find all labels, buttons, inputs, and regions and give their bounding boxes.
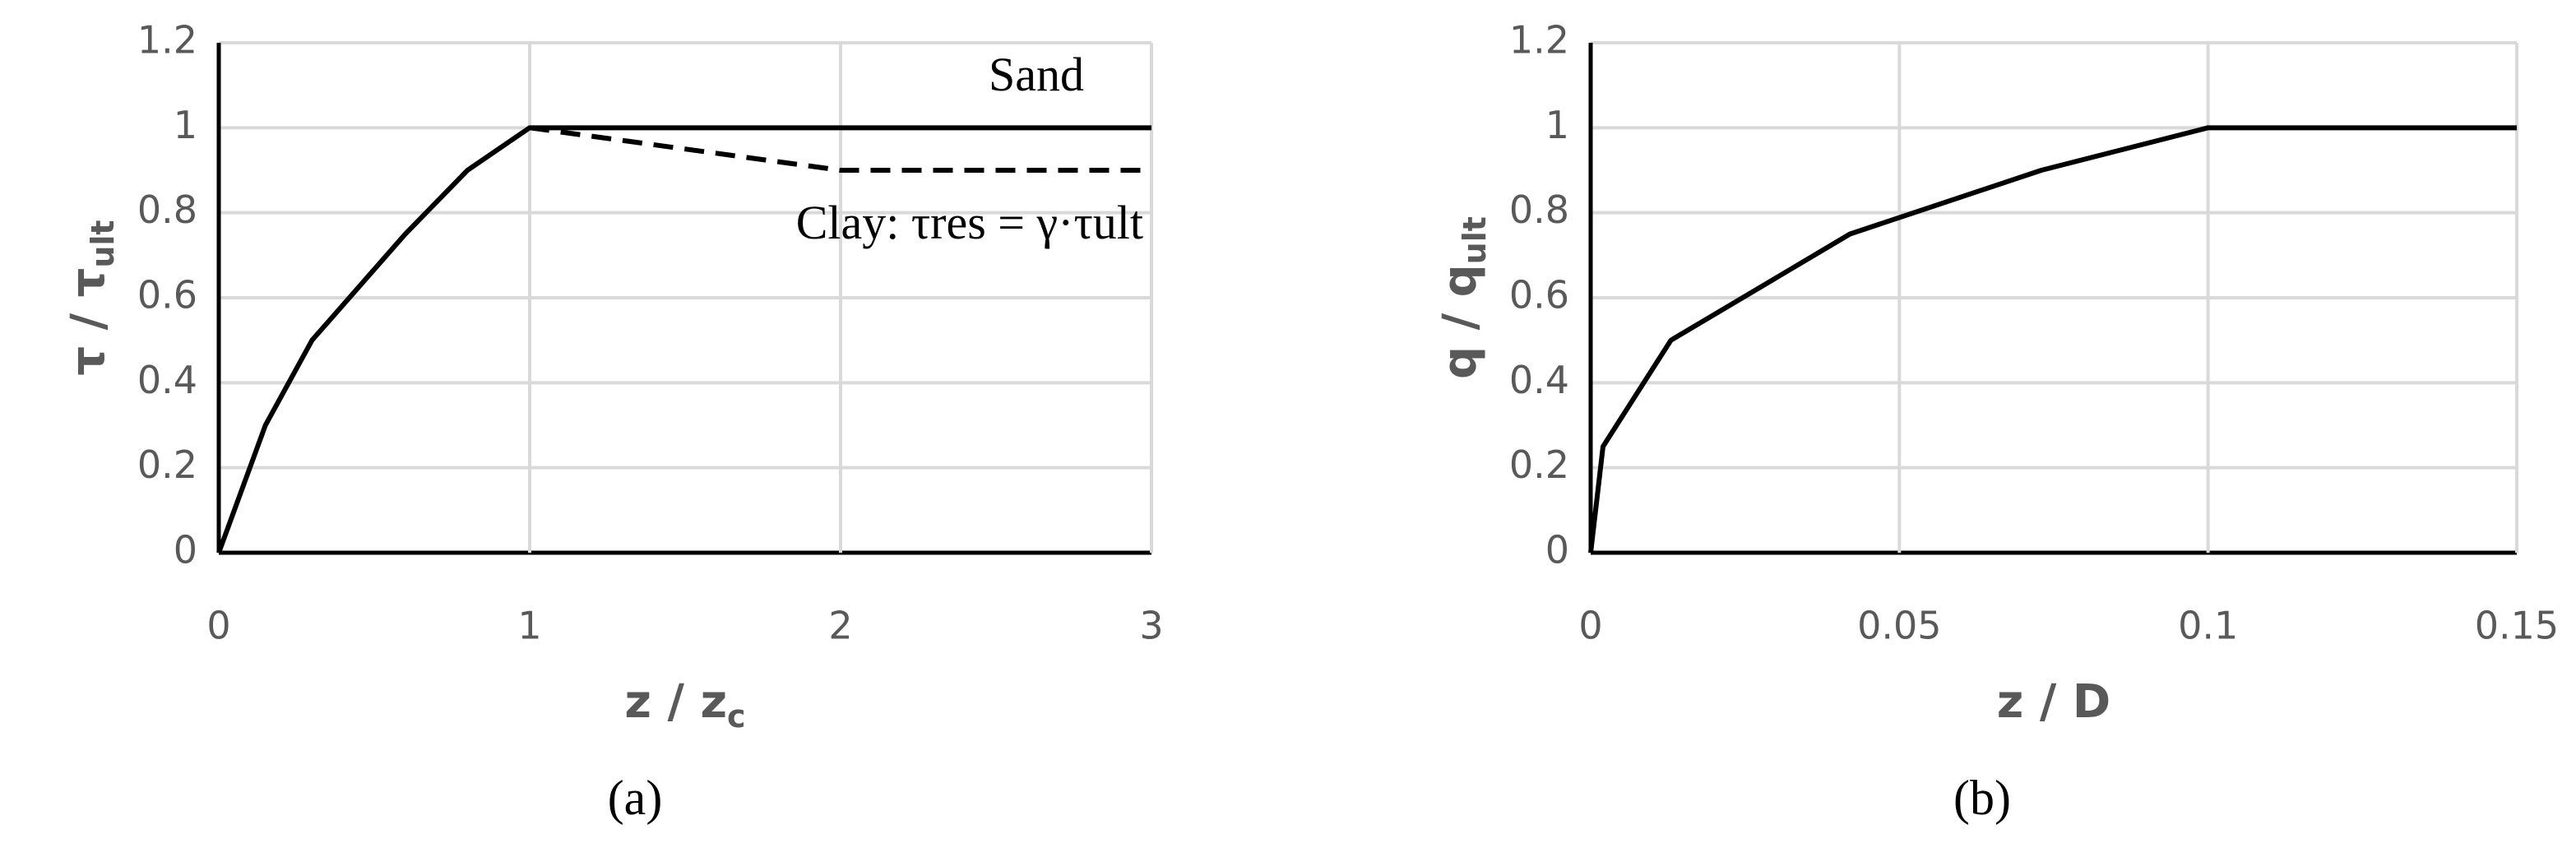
y-axis-label-sub: ult <box>1457 216 1493 264</box>
y-tick-label: 1 <box>174 103 197 147</box>
x-tick-label: 0.1 <box>2178 604 2238 648</box>
panel-label: (b) <box>1953 771 2011 825</box>
series-label: Clay: τres = γ·τult <box>796 196 1143 249</box>
panel-label: (a) <box>608 771 663 825</box>
x-tick-label: 0.05 <box>1857 604 1941 648</box>
x-tick-label: 3 <box>1139 604 1163 648</box>
x-tick-label: 1 <box>517 604 541 648</box>
y-tick-label: 1.2 <box>1509 18 1569 63</box>
y-tick-label: 0.6 <box>137 273 197 317</box>
y-axis-label-text: τ / τ <box>62 268 115 376</box>
y-tick-label: 1.2 <box>137 18 197 63</box>
x-axis-label: z / zc <box>624 675 745 734</box>
y-tick-label: 0.4 <box>137 358 197 402</box>
y-tick-label: 0 <box>1545 528 1569 572</box>
series-label: Sand <box>989 48 1084 101</box>
y-tick-label: 0.2 <box>137 443 197 487</box>
y-tick-label: 0.6 <box>1509 273 1569 317</box>
x-axis-label-text: z / z <box>624 675 727 729</box>
y-tick-label: 0.8 <box>137 188 197 232</box>
x-tick-label: 0 <box>1578 604 1602 648</box>
data-line <box>1588 125 2517 554</box>
y-axis-label: τ / τult <box>62 220 121 375</box>
y-tick-label: 0.8 <box>1509 188 1569 232</box>
y-axis-label: q / qult <box>1434 216 1493 379</box>
y-tick-label: 0.4 <box>1509 358 1569 402</box>
x-axis-label-sub: c <box>727 698 746 734</box>
y-axis-label-text: q / q <box>1434 264 1487 379</box>
data-line <box>529 125 1151 173</box>
data-line <box>216 125 1151 554</box>
x-tick-label: 2 <box>828 604 852 648</box>
x-axis-label-text: z / D <box>1997 675 2111 729</box>
x-tick-label: 0.15 <box>2475 604 2559 648</box>
y-tick-label: 0 <box>174 528 197 572</box>
x-axis-label: z / D <box>1997 675 2111 729</box>
y-tick-label: 0.2 <box>1509 443 1569 487</box>
y-axis-label-sub: ult <box>85 220 121 267</box>
x-tick-label: 0 <box>206 604 230 648</box>
y-tick-label: 1 <box>1545 103 1569 147</box>
